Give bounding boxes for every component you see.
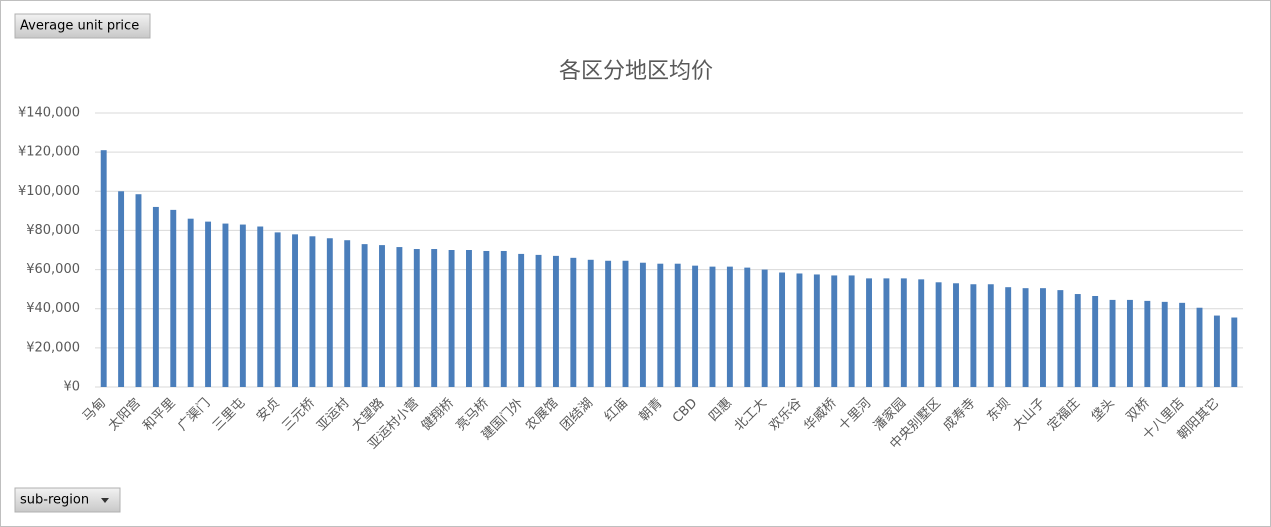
- bar: [118, 191, 125, 387]
- bar: [448, 250, 455, 387]
- y-tick-label: ¥80,000: [26, 223, 80, 238]
- bar: [1109, 299, 1116, 387]
- bar: [935, 282, 942, 387]
- bar: [866, 278, 872, 387]
- value-field-button[interactable]: Average unit price: [14, 13, 151, 39]
- bar: [605, 260, 612, 387]
- bar: [239, 224, 246, 387]
- bar: [639, 262, 646, 387]
- y-tick-label: ¥0: [63, 380, 80, 395]
- y-tick-label: ¥20,000: [26, 340, 80, 355]
- bar: [761, 269, 768, 387]
- bar: [848, 275, 855, 387]
- bar: [1074, 294, 1081, 387]
- bar: [1161, 301, 1168, 387]
- button-box: [14, 487, 121, 513]
- y-tick-label: ¥40,000: [26, 301, 80, 316]
- bar: [257, 226, 264, 387]
- axis-field-button[interactable]: sub-region: [14, 487, 121, 513]
- bar: [726, 266, 733, 387]
- bar: [744, 267, 751, 387]
- bar: [953, 283, 959, 387]
- bar: [344, 240, 351, 387]
- button-box: [14, 13, 151, 39]
- bar: [587, 259, 594, 387]
- button-label: sub-region: [20, 493, 89, 508]
- bar: [779, 272, 786, 387]
- bar: [1005, 287, 1012, 387]
- bar: [187, 218, 194, 387]
- bar: [987, 284, 994, 387]
- bar: [1126, 299, 1133, 387]
- bar: [222, 223, 229, 387]
- bar: [674, 263, 681, 387]
- bar: [970, 284, 977, 387]
- dropdown-arrow: [101, 498, 109, 503]
- bar: [692, 265, 699, 387]
- y-tick-label: ¥60,000: [26, 262, 80, 277]
- bar: [361, 244, 368, 387]
- bar: [813, 274, 820, 387]
- y-tick-label: ¥100,000: [18, 184, 80, 199]
- bar: [100, 150, 107, 387]
- bar: [622, 260, 629, 387]
- bar: [135, 194, 142, 387]
- bar: [657, 263, 664, 387]
- bar: [170, 209, 177, 387]
- bar: [205, 221, 212, 387]
- y-tick-label: ¥140,000: [18, 106, 80, 121]
- bar: [379, 245, 385, 387]
- bar: [326, 238, 333, 387]
- bar: [500, 250, 507, 387]
- bar: [552, 255, 559, 387]
- bar: [1022, 288, 1029, 387]
- bar: [1040, 288, 1046, 387]
- bar: [483, 250, 490, 387]
- bar: [831, 275, 838, 387]
- y-tick-label: ¥120,000: [18, 145, 80, 160]
- bar: [709, 266, 716, 387]
- bar: [396, 247, 403, 387]
- bar: [413, 249, 420, 387]
- button-label: Average unit price: [20, 19, 139, 34]
- bar: [796, 273, 803, 387]
- bar: [900, 278, 907, 387]
- bar: [152, 206, 159, 387]
- bar: [292, 234, 298, 387]
- chart-title: 各区分地区均价: [559, 59, 713, 84]
- bar: [883, 278, 890, 387]
- bar: [309, 236, 316, 387]
- bar: [274, 232, 281, 387]
- bar: [1092, 295, 1099, 387]
- bar: [1057, 290, 1064, 387]
- bar: [1213, 315, 1220, 387]
- bar: [535, 254, 542, 387]
- bar: [1196, 307, 1203, 387]
- bar: [431, 249, 438, 387]
- bar: [570, 257, 577, 387]
- bar: [1144, 300, 1151, 387]
- bar: [1231, 317, 1238, 387]
- bar: [518, 253, 525, 387]
- bar: [466, 250, 472, 387]
- bar: [1179, 302, 1186, 387]
- bar: [918, 279, 925, 387]
